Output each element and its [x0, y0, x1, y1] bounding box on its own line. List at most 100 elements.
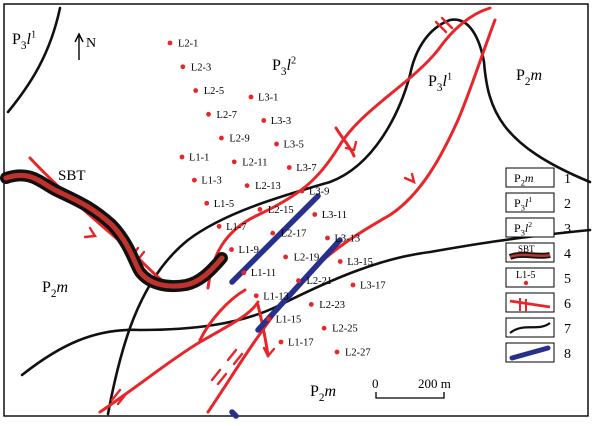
fault-splay-upper — [334, 126, 356, 158]
sample-point: L3-17 — [350, 281, 386, 292]
legend-boundary-line — [509, 322, 551, 334]
sample-label: L2-27 — [345, 348, 371, 359]
unit-label-p3l2-top: P3l2 — [272, 56, 296, 78]
sample-dot — [283, 254, 289, 260]
sample-dot — [325, 235, 330, 241]
legend-number: 4 — [564, 247, 571, 262]
sample-dot — [334, 349, 340, 355]
legend-item-5: L1-5 5 — [505, 267, 571, 288]
sample-label: L2-11 — [242, 157, 267, 168]
legend-number: 8 — [564, 347, 571, 362]
legend-number: 3 — [564, 222, 571, 237]
sample-label: L3-11 — [322, 210, 347, 221]
sample-dot — [274, 141, 279, 147]
sample-point: L2-5 — [193, 86, 224, 97]
scale-bar: 0 200 m — [372, 376, 451, 399]
vein-tip — [229, 409, 239, 419]
sample-label: L1-11 — [251, 268, 276, 279]
sample-label: L2-9 — [229, 134, 249, 145]
north-arrow: N — [74, 32, 96, 60]
sample-label: L1-9 — [239, 245, 259, 256]
unit-label-p2m-bottom: P2m — [310, 383, 336, 404]
sample-dot — [216, 223, 222, 229]
fault-splay-south — [98, 300, 260, 414]
legend-number: 2 — [564, 197, 571, 212]
sample-point: L1-15 — [266, 314, 301, 325]
sample-label: L2-3 — [191, 62, 211, 73]
north-arrow-head — [74, 32, 84, 43]
sample-dot — [312, 212, 318, 217]
sample-point: L1-1 — [179, 153, 209, 164]
sample-label: L1-1 — [189, 153, 209, 164]
sample-point: L2-9 — [218, 134, 250, 145]
sample-dot — [241, 270, 247, 276]
sample-point: L2-21 — [296, 276, 332, 287]
legend-item-1: P2m 1 — [505, 167, 571, 188]
legend-point-dot — [523, 280, 529, 286]
sample-label: L2-13 — [255, 181, 281, 192]
unit-label-p2m-left: P2m — [42, 279, 68, 300]
scale-end: 200 m — [418, 376, 451, 391]
legend-swatch — [505, 292, 555, 313]
sample-dot — [179, 154, 185, 160]
ore-veins — [229, 193, 343, 419]
fault-lines — [28, 6, 497, 414]
fault-east — [206, 18, 497, 414]
sample-dot — [244, 183, 250, 189]
sample-point: L1-7 — [216, 222, 247, 233]
sample-point: L2-13 — [244, 181, 281, 192]
fault-arrow — [262, 346, 276, 358]
sample-label: L3-1 — [258, 93, 278, 104]
legend-number: 1 — [564, 172, 571, 187]
sample-label: L1-5 — [214, 199, 234, 210]
fault-tick — [210, 368, 228, 386]
sample-point: L2-17 — [270, 229, 306, 240]
sample-label: L2-7 — [217, 110, 237, 121]
fault-arrow — [344, 140, 358, 152]
sample-point: L3-13 — [325, 234, 360, 245]
sample-point: L1-11 — [241, 268, 276, 279]
sample-point: L1-17 — [278, 338, 314, 349]
sample-point: L1-3 — [191, 176, 222, 187]
sample-dot — [167, 40, 173, 46]
sample-dot — [266, 316, 272, 322]
sample-point: L1-9 — [229, 245, 259, 256]
sample-label: L2-1 — [178, 39, 198, 50]
sample-dot — [296, 278, 301, 284]
sample-point: L2-19 — [283, 252, 319, 263]
sample-label: L3-13 — [335, 234, 361, 245]
sample-dot — [180, 64, 186, 70]
legend-swatch — [505, 167, 555, 188]
fault-tick — [110, 388, 128, 406]
sample-point: L2-23 — [308, 300, 345, 311]
sample-dot — [286, 165, 292, 170]
sample-point: L2-15 — [257, 205, 294, 216]
sample-point: L1-13 — [253, 291, 289, 302]
sample-dot — [321, 325, 327, 331]
sample-point: L2-7 — [206, 110, 237, 121]
legend-point-text: L1-5 — [516, 270, 535, 281]
sample-point: L3-7 — [286, 163, 317, 174]
sample-dot — [350, 282, 356, 288]
sample-point: L3-3 — [261, 116, 291, 127]
sample-label: L3-7 — [296, 163, 316, 174]
vein-upper — [229, 193, 321, 285]
sample-label: L2-19 — [294, 252, 320, 263]
legend-item-6: 6 — [505, 292, 571, 313]
sample-dot — [206, 111, 211, 117]
sample-label: L2-5 — [204, 86, 224, 97]
vein-lower — [255, 237, 343, 333]
sample-dot — [191, 177, 197, 183]
sample-dot — [253, 293, 259, 299]
fault-arrow — [403, 172, 416, 185]
sample-point: L1-5 — [204, 199, 234, 210]
legend-item-7: 7 — [505, 317, 571, 338]
legend-swatch — [505, 217, 555, 238]
legend-vein-line — [509, 345, 551, 361]
legend-item-3: P3l2 3 — [505, 217, 571, 238]
sample-label: L1-13 — [263, 291, 289, 302]
sample-dot — [229, 247, 234, 252]
legend-swatch — [505, 192, 555, 213]
